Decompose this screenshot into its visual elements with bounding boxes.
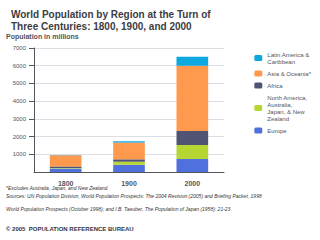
- svg-text:Zealand: Zealand: [267, 116, 289, 122]
- svg-text:Africa: Africa: [267, 83, 283, 89]
- svg-text:7000: 7000: [13, 45, 27, 51]
- svg-text:World Population by Region at: World Population by Region at the Turn o…: [11, 9, 211, 20]
- svg-text:4000: 4000: [13, 98, 27, 104]
- svg-text:5000: 5000: [13, 80, 27, 86]
- svg-text:Sources: UN Population Divisio: Sources: UN Population Division, World P…: [6, 193, 262, 199]
- svg-text:1900: 1900: [121, 180, 137, 187]
- svg-text:World Population Prospects (Oc: World Population Prospects (October 1998…: [6, 206, 232, 212]
- svg-text:1000: 1000: [13, 151, 27, 157]
- svg-text:North America,: North America,: [267, 95, 307, 101]
- svg-text:2000: 2000: [185, 180, 201, 187]
- svg-text:3000: 3000: [13, 116, 27, 122]
- svg-text:Europe: Europe: [267, 128, 287, 134]
- svg-text:Caribbean: Caribbean: [267, 59, 295, 65]
- svg-text:*Excludes Australia, Japan, an: *Excludes Australia, Japan, and New Zeal…: [6, 185, 109, 191]
- svg-text:Australia,: Australia,: [267, 102, 292, 108]
- svg-text:Population in millions: Population in millions: [6, 33, 79, 41]
- svg-text:6000: 6000: [13, 63, 27, 69]
- svg-text:1800: 1800: [58, 180, 74, 187]
- svg-text:Latin America &: Latin America &: [267, 52, 309, 58]
- svg-text:Three Centuries: 1800, 1900, a: Three Centuries: 1800, 1900, and 2000: [11, 21, 192, 32]
- svg-text:Asia & Oceania*: Asia & Oceania*: [267, 71, 311, 77]
- svg-text:© 2005 POPULATION REFERENCE B: © 2005 POPULATION REFERENCE BUREAU: [6, 226, 134, 232]
- svg-text:Japan, & New: Japan, & New: [267, 109, 305, 115]
- svg-text:2000: 2000: [13, 134, 27, 140]
